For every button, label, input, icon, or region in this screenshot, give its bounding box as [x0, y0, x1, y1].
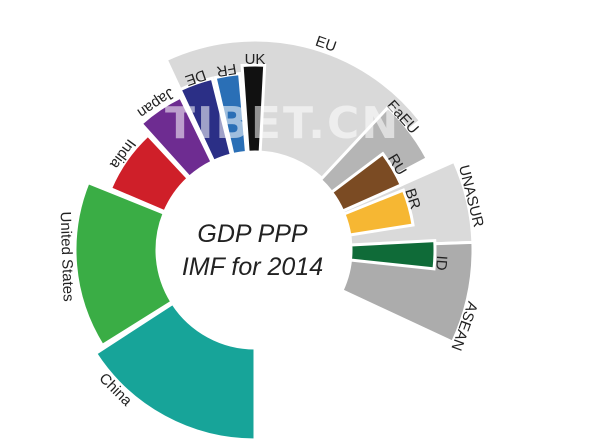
chart-title: GDP PPP	[197, 220, 308, 248]
label-de: DE	[183, 66, 208, 89]
label-br: BR	[401, 186, 424, 211]
slice-fr	[213, 72, 249, 157]
slice-uk	[240, 63, 267, 154]
label-united-states: United States	[57, 211, 77, 302]
slice-japan	[139, 95, 215, 180]
slice-de	[178, 76, 234, 164]
slice-br	[342, 188, 415, 237]
label-eu: EU	[313, 33, 338, 56]
slice-china	[93, 301, 257, 442]
label-fr: FR	[215, 60, 238, 80]
slice-id	[348, 239, 437, 271]
label-id: ID	[432, 255, 450, 271]
chart-subtitle: IMF for 2014	[181, 253, 324, 281]
chart-marks	[73, 38, 475, 442]
slice-united-states	[73, 180, 174, 348]
label-uk: UK	[245, 51, 266, 68]
slice-ru	[329, 151, 404, 213]
slice-india	[108, 133, 191, 214]
